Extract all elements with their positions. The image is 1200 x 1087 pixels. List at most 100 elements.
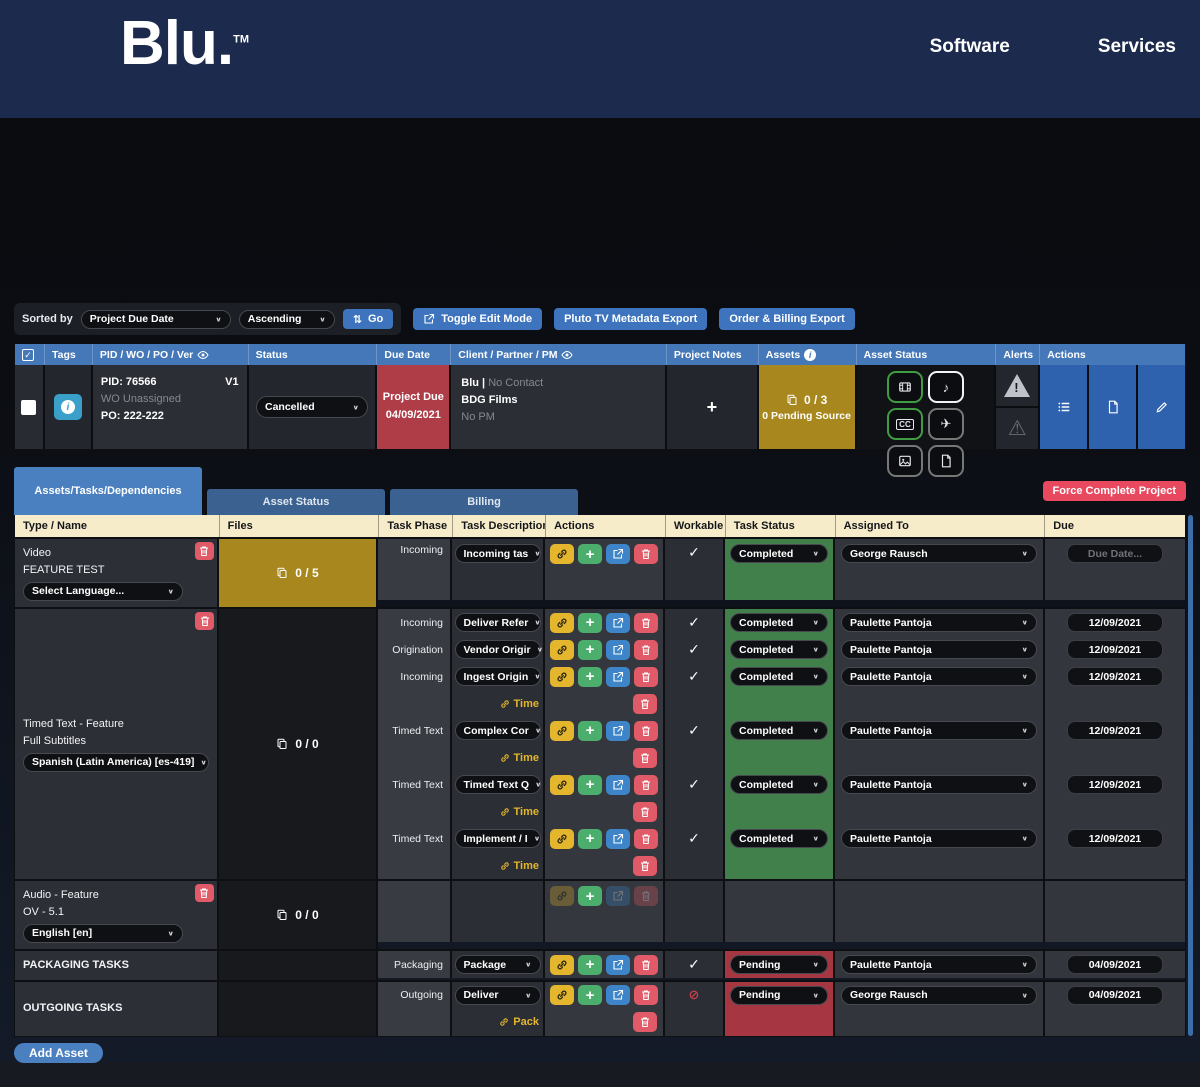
task-status-select[interactable]: Completed ∨: [730, 829, 828, 848]
due-date-input[interactable]: 12/09/2021: [1067, 721, 1163, 740]
edit-task-button[interactable]: [606, 639, 630, 660]
document-button[interactable]: [1087, 365, 1137, 449]
add-note-button[interactable]: +: [706, 396, 718, 417]
delete-task-button[interactable]: [634, 954, 658, 975]
edit-task-button[interactable]: [606, 985, 630, 1005]
assigned-to-select[interactable]: Paulette Pantoja ∨: [841, 829, 1037, 848]
task-description-select[interactable]: Package ∨: [454, 955, 541, 974]
files-cell[interactable]: 0 / 0: [218, 881, 378, 949]
delete-task-button[interactable]: [634, 886, 658, 906]
task-list-button[interactable]: [1040, 365, 1088, 449]
link-task-button[interactable]: [550, 612, 574, 633]
due-date-input[interactable]: 12/09/2021: [1067, 613, 1163, 632]
info-icon[interactable]: i: [804, 348, 817, 361]
delete-task-button[interactable]: [634, 544, 658, 564]
task-status-select[interactable]: Completed ∨: [730, 640, 828, 659]
assigned-to-select[interactable]: George Rausch ∨: [841, 544, 1037, 563]
assigned-to-select[interactable]: Paulette Pantoja ∨: [841, 613, 1037, 632]
edit-task-button[interactable]: [606, 612, 630, 633]
edit-task-button[interactable]: [606, 886, 630, 906]
delete-task-button[interactable]: [634, 985, 658, 1005]
add-task-button[interactable]: +: [578, 774, 602, 795]
order-billing-export-button[interactable]: Order & Billing Export: [719, 308, 855, 330]
link-task-button[interactable]: [550, 985, 574, 1005]
task-description-select[interactable]: Ingest Origin ∨: [454, 667, 541, 686]
delete-task-button[interactable]: [634, 774, 658, 795]
tab-asset-status[interactable]: Asset Status: [207, 489, 385, 515]
pluto-metadata-export-button[interactable]: Pluto TV Metadata Export: [554, 308, 708, 330]
document-asset-status-button[interactable]: [927, 445, 964, 477]
delete-asset-button[interactable]: [194, 884, 214, 902]
link-task-button[interactable]: [550, 720, 574, 741]
alert-secondary[interactable]: ⚠: [996, 406, 1039, 449]
delete-task-button[interactable]: [634, 639, 658, 660]
link-task-button[interactable]: [550, 666, 574, 687]
task-description-select[interactable]: Incoming tas ∨: [454, 544, 541, 563]
delete-task-button[interactable]: [633, 747, 657, 768]
vertical-scrollbar[interactable]: [1188, 515, 1193, 1036]
assigned-to-select[interactable]: Paulette Pantoja ∨: [841, 775, 1037, 794]
alert-primary[interactable]: [996, 365, 1038, 406]
time-link[interactable]: Time: [452, 860, 543, 872]
project-status-select[interactable]: Cancelled ∨: [256, 396, 368, 418]
delete-task-button[interactable]: [633, 693, 657, 714]
assigned-to-select[interactable]: Paulette Pantoja ∨: [841, 721, 1037, 740]
delete-task-button[interactable]: [633, 1012, 657, 1032]
language-select[interactable]: Select Language... ∨: [23, 582, 183, 601]
edit-task-button[interactable]: [606, 828, 630, 849]
task-status-select[interactable]: Completed ∨: [730, 544, 828, 563]
delete-task-button[interactable]: [633, 855, 657, 876]
time-link[interactable]: Time: [452, 752, 543, 764]
add-task-button[interactable]: +: [578, 612, 602, 633]
eye-icon[interactable]: [561, 349, 573, 361]
eye-icon[interactable]: [197, 349, 209, 361]
subtitle-asset-status-button[interactable]: CC: [886, 408, 923, 440]
delete-task-button[interactable]: [633, 801, 657, 822]
delete-task-button[interactable]: [634, 720, 658, 741]
add-task-button[interactable]: +: [578, 666, 602, 687]
task-description-select[interactable]: Complex Cor ∨: [454, 721, 541, 740]
add-task-button[interactable]: +: [578, 954, 602, 975]
add-asset-button[interactable]: Add Asset: [14, 1042, 103, 1063]
tab-assets-tasks-dependencies[interactable]: Assets/Tasks/Dependencies: [14, 467, 202, 515]
time-link[interactable]: Time: [452, 806, 543, 818]
edit-task-button[interactable]: [606, 544, 630, 564]
assigned-to-select[interactable]: Paulette Pantoja ∨: [841, 667, 1037, 686]
link-task-button[interactable]: [550, 886, 574, 906]
due-date-input[interactable]: 04/09/2021: [1067, 985, 1163, 1005]
audio-asset-status-button[interactable]: ♪: [927, 371, 964, 403]
go-button[interactable]: ⇅ Go: [342, 309, 394, 329]
task-status-select[interactable]: Completed ∨: [730, 775, 828, 794]
edit-project-button[interactable]: [1136, 365, 1185, 449]
delete-task-button[interactable]: [634, 612, 658, 633]
task-description-select[interactable]: Vendor Origir ∨: [454, 640, 543, 659]
task-status-select[interactable]: Completed ∨: [730, 721, 828, 740]
force-complete-project-button[interactable]: Force Complete Project: [1042, 480, 1186, 501]
task-description-select[interactable]: Timed Text Q ∨: [454, 775, 542, 794]
task-description-select[interactable]: Implement / I ∨: [454, 829, 541, 848]
edit-task-button[interactable]: [606, 720, 630, 741]
nav-services[interactable]: Services: [1097, 36, 1176, 57]
task-status-select[interactable]: Pending ∨: [730, 955, 828, 974]
task-status-select[interactable]: Completed ∨: [730, 667, 828, 686]
edit-task-button[interactable]: [606, 954, 630, 975]
video-asset-status-button[interactable]: [886, 371, 923, 403]
delete-asset-button[interactable]: [194, 542, 214, 560]
link-task-button[interactable]: [550, 774, 574, 795]
delete-asset-button[interactable]: [195, 612, 214, 630]
link-task-button[interactable]: [550, 954, 574, 975]
assigned-to-select[interactable]: Paulette Pantoja ∨: [841, 955, 1037, 974]
pack-link[interactable]: Pack: [452, 1016, 543, 1028]
tab-billing[interactable]: Billing: [390, 489, 578, 515]
task-description-select[interactable]: Deliver ∨: [454, 985, 541, 1005]
time-link[interactable]: Time: [452, 698, 543, 710]
files-cell[interactable]: 0 / 0: [219, 609, 378, 879]
add-task-button[interactable]: +: [578, 544, 602, 564]
task-description-select[interactable]: Deliver Refer ∨: [454, 613, 541, 632]
link-task-button[interactable]: [550, 639, 574, 660]
artwork-asset-status-button[interactable]: [886, 445, 923, 477]
toggle-edit-mode-button[interactable]: Toggle Edit Mode: [413, 308, 543, 330]
dub-asset-status-button[interactable]: ✈: [927, 408, 964, 440]
link-task-button[interactable]: [550, 828, 574, 849]
add-task-button[interactable]: +: [578, 985, 602, 1005]
